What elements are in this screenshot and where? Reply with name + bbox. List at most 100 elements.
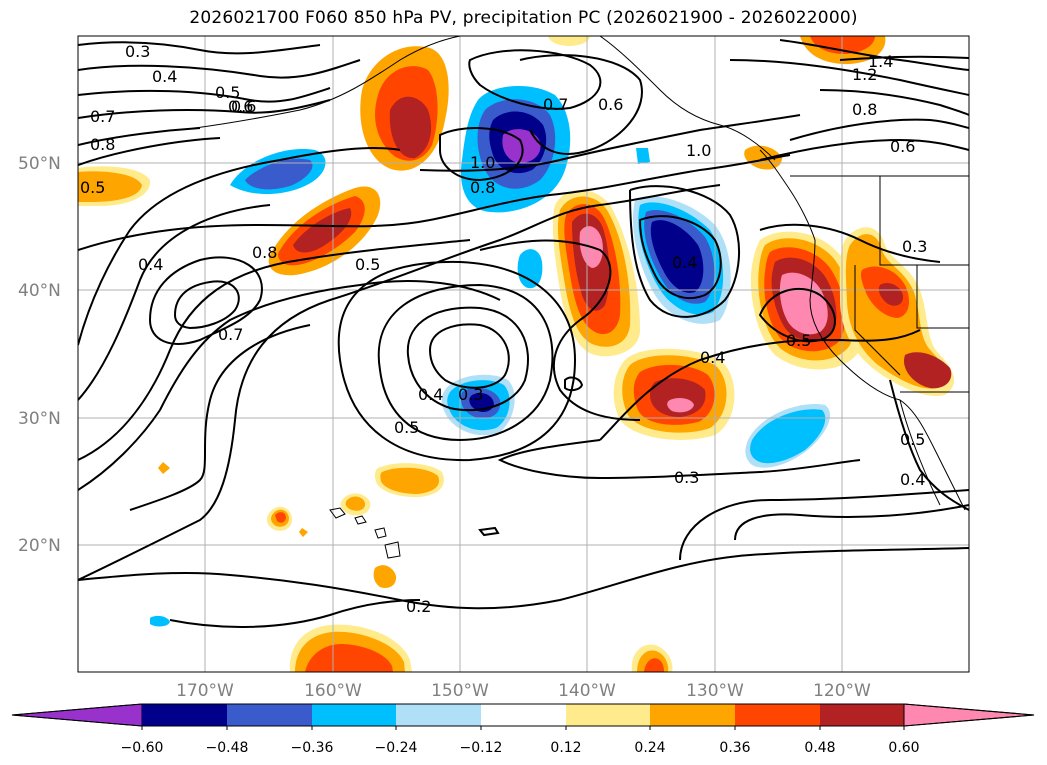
contour-label: 0.5 (80, 178, 105, 197)
pv-contour-line (169, 599, 421, 628)
contour-label: 0.8 (470, 178, 495, 197)
pv-contour-line (439, 127, 524, 182)
colorbar-tick-label: −0.48 (206, 740, 249, 756)
precip-positive-area (878, 283, 904, 306)
precip-negative-area (750, 409, 826, 464)
contour-label: 0.4 (152, 67, 177, 86)
pv-contour-line (78, 41, 321, 55)
colorbar-segment (481, 704, 566, 726)
pv-contour-line (519, 54, 643, 155)
colorbar-extend-max (903, 703, 1035, 727)
pv-contour-line (468, 49, 602, 110)
pv-contour-line (78, 99, 331, 119)
coastline-us-west (809, 239, 966, 511)
pv-contour-line (759, 223, 941, 263)
colorbar-segment (227, 704, 312, 726)
pv-contour-line (819, 89, 969, 116)
lat-label: 50°N (18, 154, 61, 174)
lon-label: 150°W (431, 681, 489, 701)
contour-label: 1.2 (852, 65, 877, 84)
pv-contour-line (78, 154, 791, 251)
pv-contour-line (759, 138, 969, 161)
precip-negative-area (650, 220, 704, 293)
colorbar-tick-label: −0.24 (375, 740, 418, 756)
contour-label: 0.5 (786, 331, 811, 350)
precip-positive-area (293, 208, 352, 253)
contour-label: 0.7 (90, 107, 115, 126)
lon-label: 120°W (813, 681, 871, 701)
pv-contour-line (638, 215, 722, 300)
precip-positive-area (380, 467, 440, 494)
map-title: 2026021700 F060 850 hPa PV, precipitatio… (189, 8, 858, 28)
contour-label: 0.5 (355, 255, 380, 274)
pv-contour-line (78, 59, 361, 79)
precip-positive-area (389, 96, 432, 159)
contour-label: 0.7 (543, 95, 568, 114)
lon-label: 170°W (176, 681, 234, 701)
coastlines (179, 36, 969, 559)
contour-label: 0.8 (852, 100, 877, 119)
contour-label: 0.4 (138, 255, 163, 274)
precip-positive-area (299, 528, 308, 537)
state-border (854, 265, 901, 376)
pv-contour-line (406, 306, 529, 412)
longitude-labels: 170°W 160°W 150°W 140°W 130°W 120°W (176, 681, 871, 701)
pv-contour-line (78, 184, 721, 581)
pv-contour-line (734, 504, 969, 541)
pv-contour-line (629, 185, 741, 318)
graticule (78, 36, 969, 672)
map-frame (77, 35, 970, 673)
contour-label: 0.3 (125, 42, 150, 61)
colorbar-tick-label: −0.36 (291, 740, 334, 756)
colorbar-segment (396, 704, 481, 726)
contour-label: 0.6 (890, 137, 915, 156)
precip-positive-area (644, 658, 664, 672)
pv-contour-line (758, 287, 836, 343)
contour-labels: 0.3 0.4 0.5 0.6 0.7 0.8 1.0 0.8 0.5 0.4 … (80, 42, 927, 616)
latitude-labels: 50°N 40°N 30°N 20°N (18, 154, 61, 556)
colorbar-segment (566, 704, 650, 726)
pv-contour-line (78, 147, 401, 346)
contour-label: 0.4 (418, 385, 443, 404)
precip-positive-area (744, 145, 782, 170)
contour-label: 1.4 (868, 52, 893, 71)
colorbar (11, 703, 1035, 730)
colorbar-tick-label: 0.60 (888, 740, 919, 756)
pv-contour-line (129, 324, 311, 511)
precip-positive-area (779, 272, 828, 335)
state-border (879, 176, 969, 266)
precip-positive-area (904, 352, 952, 389)
pv-contour-line (377, 283, 554, 442)
contour-label: 0.3 (458, 385, 483, 404)
pv-contour-line (839, 55, 969, 61)
colorbar-labels: −0.60 −0.48 −0.36 −0.24 −0.12 0.12 0.24 … (121, 740, 920, 756)
colorbar-segment (650, 704, 735, 726)
colorbar-tick-label: 0.24 (634, 740, 665, 756)
lon-label: 130°W (686, 681, 744, 701)
pv-contour-line (78, 280, 501, 491)
contour-label: 0.5 (394, 418, 419, 437)
colorbar-segment (735, 704, 820, 726)
precip-negative-area (245, 158, 313, 190)
contour-label: 0.8 (252, 243, 277, 262)
pv-contour-line (564, 376, 584, 392)
contour-label: 0.5 (215, 83, 240, 102)
pv-contour-line (889, 379, 969, 511)
state-border (916, 265, 969, 329)
colorbar-tick-label: 0.12 (550, 740, 581, 756)
precip-negative-area (636, 148, 650, 164)
baja-california (899, 399, 941, 506)
precip-positive-area (78, 171, 142, 202)
pv-contour-line (679, 489, 969, 561)
colorbar-segment (312, 704, 396, 726)
contour-label: 0.3 (674, 468, 699, 487)
contour-label: 0.4 (900, 470, 925, 489)
hawaii-island (384, 541, 401, 559)
pv-contour-line (78, 204, 271, 401)
colorbar-extend-min (11, 703, 143, 727)
lat-label: 40°N (18, 281, 61, 301)
pv-contour-line (78, 87, 331, 103)
contour-label: 0.4 (672, 253, 697, 272)
contour-label: 0.3 (902, 237, 927, 256)
pv-contour-line (428, 323, 510, 389)
